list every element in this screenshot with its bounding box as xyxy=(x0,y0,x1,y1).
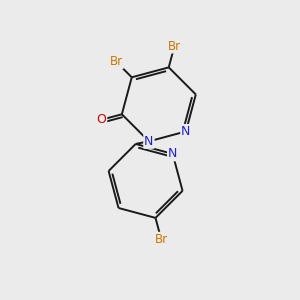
Text: N: N xyxy=(181,125,190,138)
Text: Br: Br xyxy=(168,40,181,52)
Text: O: O xyxy=(96,113,106,126)
Text: N: N xyxy=(144,135,154,148)
Text: Br: Br xyxy=(110,55,123,68)
Text: Br: Br xyxy=(154,233,168,246)
Text: N: N xyxy=(168,147,177,161)
